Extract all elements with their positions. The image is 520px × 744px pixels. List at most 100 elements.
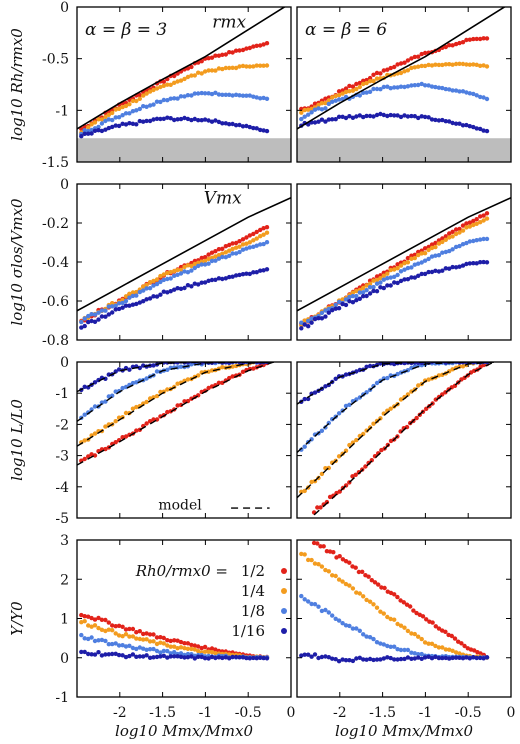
data-point xyxy=(426,247,431,253)
data-point xyxy=(134,301,139,307)
legend-marker xyxy=(281,628,287,634)
data-point xyxy=(299,551,304,557)
legend-entry: 1/16 xyxy=(231,622,265,640)
data-point xyxy=(223,276,228,281)
data-point xyxy=(147,286,153,291)
panel-frame xyxy=(76,361,292,519)
data-point xyxy=(261,232,266,237)
data-point xyxy=(130,302,136,307)
y-axis-label: log10 L/L0 xyxy=(8,399,26,481)
data-point xyxy=(474,93,479,98)
data-point xyxy=(347,402,352,407)
data-point xyxy=(220,365,225,370)
legend-marker xyxy=(281,608,287,614)
data-point xyxy=(202,644,208,650)
data-point xyxy=(158,635,163,640)
data-point xyxy=(333,306,338,311)
data-point xyxy=(172,73,177,79)
data-point xyxy=(330,573,335,578)
data-point xyxy=(460,263,466,268)
data-point xyxy=(192,91,197,96)
panel-frame xyxy=(296,6,512,163)
data-point xyxy=(381,611,386,616)
data-point xyxy=(371,114,376,119)
panel-3-right xyxy=(296,361,512,519)
data-point xyxy=(309,106,314,112)
data-point xyxy=(185,377,191,382)
data-point xyxy=(134,108,139,113)
data-point xyxy=(433,253,438,258)
data-point xyxy=(309,110,314,115)
data-point xyxy=(302,396,307,402)
data-point xyxy=(299,593,304,599)
data-point xyxy=(106,652,112,657)
data-point xyxy=(110,117,115,123)
data-point xyxy=(416,261,421,266)
data-point xyxy=(141,93,146,98)
data-point xyxy=(354,298,359,303)
data-point xyxy=(220,66,225,72)
data-point xyxy=(254,236,259,241)
data-point xyxy=(402,362,407,366)
data-point xyxy=(481,128,486,133)
data-point xyxy=(244,655,249,661)
data-point xyxy=(227,122,232,127)
data-point xyxy=(331,550,336,555)
data-point xyxy=(450,88,455,93)
data-point xyxy=(323,384,328,389)
data-point xyxy=(405,628,411,634)
series-1-16 xyxy=(299,652,490,664)
data-point xyxy=(137,654,142,659)
data-point xyxy=(408,604,413,609)
data-point xyxy=(402,60,407,65)
data-point xyxy=(374,112,380,118)
data-point xyxy=(158,116,163,122)
data-point xyxy=(251,64,256,69)
data-point xyxy=(192,116,197,122)
data-point xyxy=(350,88,356,93)
data-point xyxy=(165,270,170,276)
data-point xyxy=(484,64,490,69)
data-point xyxy=(261,268,266,273)
data-point xyxy=(216,380,222,385)
data-point xyxy=(137,106,142,112)
data-point xyxy=(385,283,390,288)
data-point xyxy=(429,254,435,259)
data-point xyxy=(412,275,417,280)
data-point xyxy=(182,285,187,291)
data-point xyxy=(196,91,201,96)
data-point xyxy=(237,244,242,249)
data-point xyxy=(343,623,349,628)
data-point xyxy=(151,102,156,107)
data-point xyxy=(347,83,352,89)
data-point xyxy=(172,644,177,649)
data-point xyxy=(106,112,112,118)
data-point xyxy=(402,267,407,272)
data-point xyxy=(447,61,452,67)
data-point xyxy=(141,646,146,651)
data-point xyxy=(79,649,84,655)
data-point xyxy=(354,86,359,92)
data-point xyxy=(464,122,469,128)
data-point xyxy=(302,488,307,494)
data-point xyxy=(227,652,232,657)
data-point xyxy=(261,42,266,47)
data-point xyxy=(367,89,373,95)
series-1-16 xyxy=(299,111,490,134)
y-tick-label: 2 xyxy=(60,572,69,588)
data-point xyxy=(92,623,98,628)
data-point xyxy=(369,578,374,583)
data-point xyxy=(484,655,490,660)
data-point xyxy=(209,368,215,373)
data-point xyxy=(158,654,163,659)
data-point xyxy=(192,647,197,652)
data-point xyxy=(471,36,476,42)
data-point xyxy=(478,94,483,100)
data-point xyxy=(385,655,390,660)
data-point xyxy=(409,631,414,636)
data-point xyxy=(443,119,448,124)
data-point xyxy=(364,597,369,603)
data-point xyxy=(302,597,307,602)
data-point xyxy=(299,326,304,331)
data-point xyxy=(436,645,442,650)
